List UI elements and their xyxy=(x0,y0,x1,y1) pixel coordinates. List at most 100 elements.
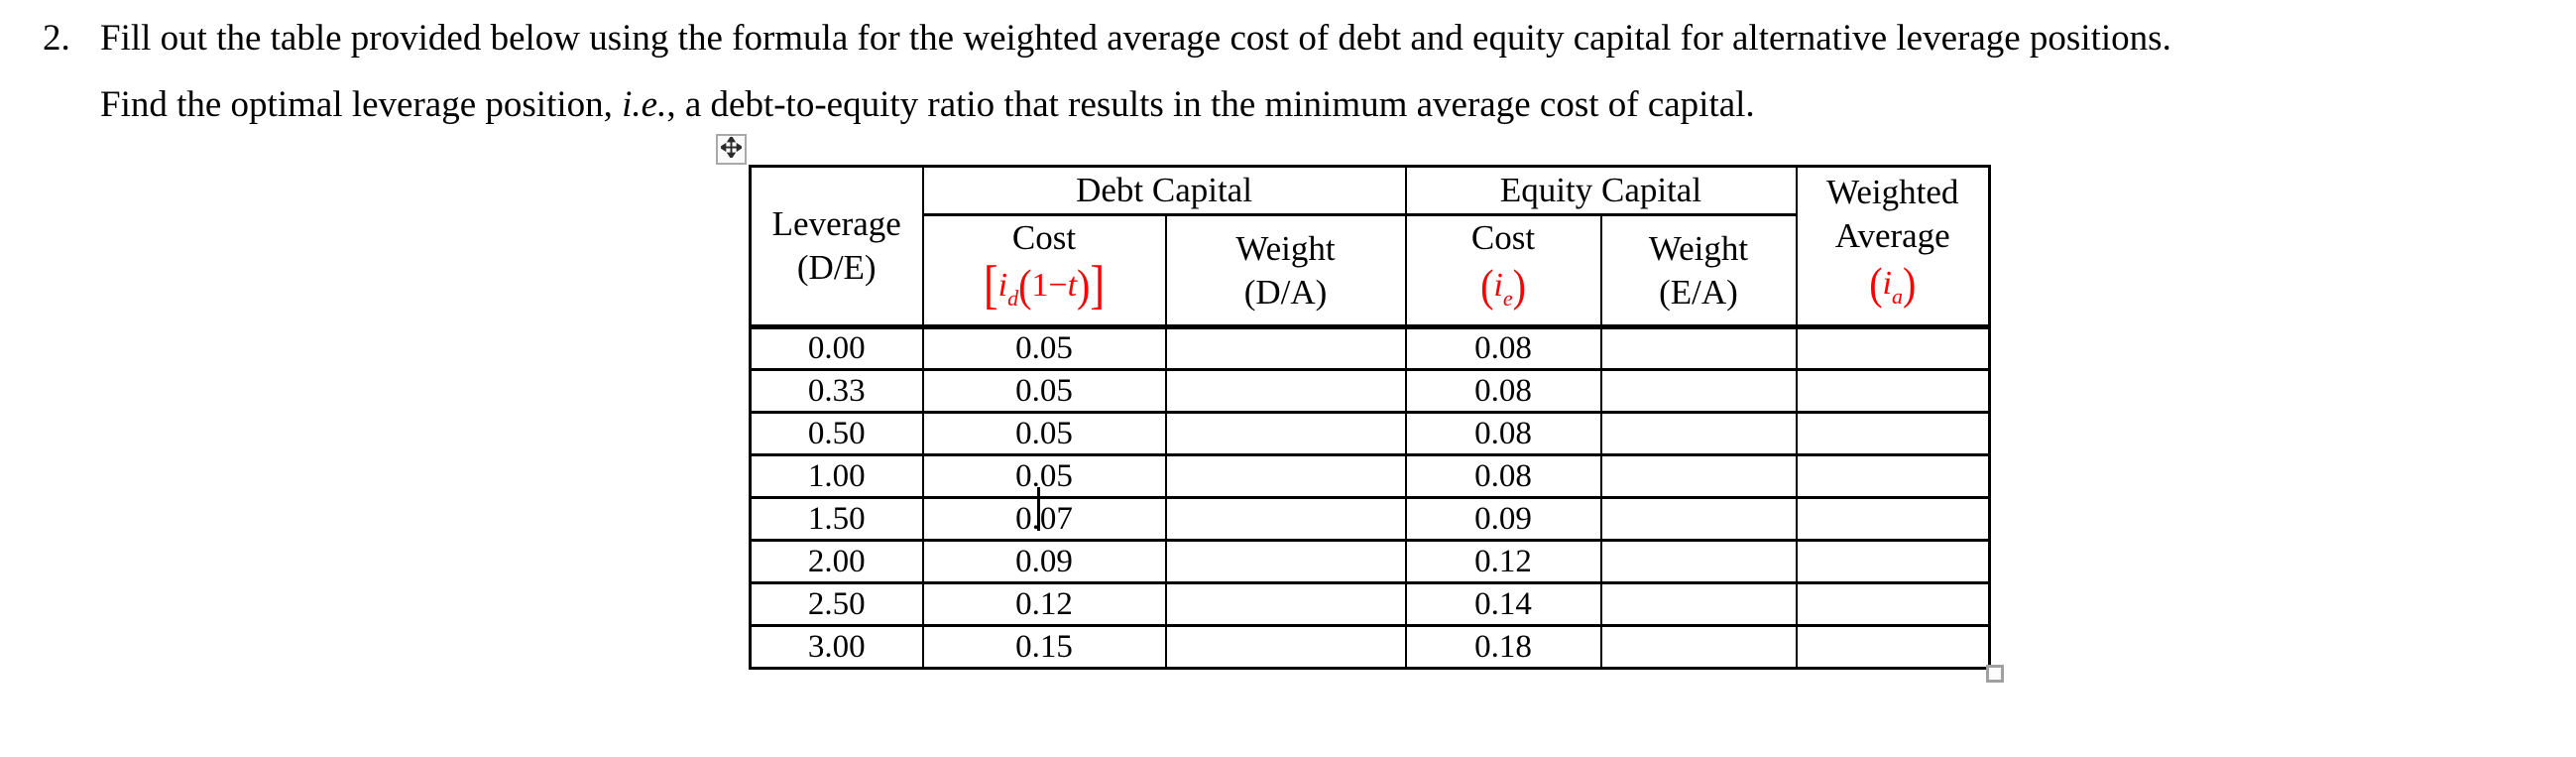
header-leverage-line2: (D/E) xyxy=(796,248,877,287)
cell-weighted-avg[interactable] xyxy=(1795,453,1991,499)
table-row: 2.00 0.09 0.12 xyxy=(749,539,1991,584)
cell-equity-cost[interactable]: 0.08 xyxy=(1404,325,1602,371)
cell-debt-cost[interactable]: 0.15 xyxy=(921,624,1167,670)
rbracket: ] xyxy=(1090,255,1106,315)
lparen: ( xyxy=(1869,257,1883,309)
header-debt-cost: Cost [id(1−t)] xyxy=(921,213,1167,329)
var-i: i xyxy=(1493,267,1503,304)
cell-equity-cost[interactable]: 0.08 xyxy=(1404,411,1602,456)
cell-debt-cost[interactable]: 0.09 xyxy=(921,539,1167,584)
cell-equity-cost[interactable]: 0.09 xyxy=(1404,496,1602,542)
header-equity-cost: Cost (ie) xyxy=(1404,213,1602,329)
cell-equity-weight[interactable] xyxy=(1599,368,1798,414)
cell-leverage[interactable]: 0.50 xyxy=(749,411,924,456)
cell-debt-cost[interactable]: 0.05 xyxy=(921,325,1167,371)
header-leverage-line1: Leverage xyxy=(771,204,901,243)
problem-line-1-text: Fill out the table provided below using … xyxy=(100,18,2171,59)
cell-leverage[interactable]: 0.00 xyxy=(749,325,924,371)
problem-line-2: Find the optimal leverage position, i.e.… xyxy=(43,80,2551,129)
cell-debt-weight[interactable] xyxy=(1164,581,1407,627)
cell-equity-weight[interactable] xyxy=(1599,624,1798,670)
equity-cost-formula: (ie) xyxy=(1407,260,1600,324)
header-debt-capital: Debt Capital xyxy=(921,165,1407,216)
cell-equity-cost[interactable]: 0.08 xyxy=(1404,453,1602,499)
cell-equity-cost[interactable]: 0.14 xyxy=(1404,581,1602,627)
rparen: ) xyxy=(1902,257,1917,309)
cell-debt-cost[interactable]: 0.07 xyxy=(921,496,1167,542)
rparen: ) xyxy=(1512,259,1526,312)
cell-leverage[interactable]: 2.50 xyxy=(749,581,924,627)
cell-weighted-avg[interactable] xyxy=(1795,539,1991,584)
header-debt-weight: Weight (D/A) xyxy=(1164,213,1407,329)
header-equity-weight-line2: (E/A) xyxy=(1659,272,1738,312)
cell-weighted-avg[interactable] xyxy=(1795,411,1991,456)
one-minus: 1− xyxy=(1031,267,1068,304)
wacc-table: Leverage (D/E) Debt Capital Equity Capit… xyxy=(749,165,1991,670)
var-t: t xyxy=(1067,267,1078,304)
header-equity-weight-line1: Weight xyxy=(1648,228,1749,268)
cell-equity-cost[interactable]: 0.12 xyxy=(1404,539,1602,584)
header-leverage: Leverage (D/E) xyxy=(749,165,924,329)
weighted-average-formula: (ia) xyxy=(1798,258,1989,322)
table-resize-handle[interactable] xyxy=(1986,665,2004,683)
sub-e: e xyxy=(1502,286,1513,311)
text-caret xyxy=(1037,487,1040,531)
cell-debt-cost[interactable]: 0.05 xyxy=(921,453,1167,499)
cell-equity-weight[interactable] xyxy=(1599,453,1798,499)
table-row: 2.50 0.12 0.14 xyxy=(749,581,1991,627)
problem-number: 2. xyxy=(43,18,70,59)
cell-leverage[interactable]: 1.00 xyxy=(749,453,924,499)
cell-debt-cost[interactable]: 0.05 xyxy=(921,368,1167,414)
rparen: ) xyxy=(1077,259,1091,312)
problem-line-2-text: Find the optimal leverage position, i.e.… xyxy=(100,80,1755,129)
line2-italic: i.e. xyxy=(622,84,667,125)
cell-debt-weight[interactable] xyxy=(1164,368,1407,414)
problem-line-1: 2. Fill out the table provided below usi… xyxy=(43,14,2551,63)
header-weighted-line1: Weighted xyxy=(1826,172,1959,211)
cell-debt-cost[interactable]: 0.12 xyxy=(921,581,1167,627)
cell-leverage[interactable]: 0.33 xyxy=(749,368,924,414)
cell-debt-weight[interactable] xyxy=(1164,453,1407,499)
cell-equity-cost[interactable]: 0.18 xyxy=(1404,624,1602,670)
cell-weighted-avg[interactable] xyxy=(1795,325,1991,371)
header-weighted-average: Weighted Average (ia) xyxy=(1795,165,1991,329)
table-move-handle[interactable] xyxy=(716,134,747,165)
header-debt-weight-line2: (D/A) xyxy=(1243,272,1328,312)
cell-leverage[interactable]: 1.50 xyxy=(749,496,924,542)
cell-debt-weight[interactable] xyxy=(1164,624,1407,670)
four-way-arrow-icon xyxy=(719,134,744,163)
header-debt-cost-label: Cost xyxy=(1011,218,1077,257)
cell-debt-cost[interactable]: 0.05 xyxy=(921,411,1167,456)
lbracket: [ xyxy=(983,255,998,315)
cell-debt-weight[interactable] xyxy=(1164,496,1407,542)
header-equity-cost-label: Cost xyxy=(1470,218,1536,257)
cell-debt-weight[interactable] xyxy=(1164,325,1407,371)
cell-weighted-avg[interactable] xyxy=(1795,496,1991,542)
cell-equity-weight[interactable] xyxy=(1599,325,1798,371)
table-row: 0.50 0.05 0.08 xyxy=(749,411,1991,456)
cell-weighted-avg[interactable] xyxy=(1795,581,1991,627)
cell-weighted-avg[interactable] xyxy=(1795,368,1991,414)
cell-leverage[interactable]: 2.00 xyxy=(749,539,924,584)
header-equity-weight: Weight (E/A) xyxy=(1599,213,1798,329)
table-row: 0.00 0.05 0.08 xyxy=(749,325,1991,371)
cell-equity-cost[interactable]: 0.08 xyxy=(1404,368,1602,414)
sub-a: a xyxy=(1891,283,1903,309)
var-i: i xyxy=(1882,264,1892,302)
header-weighted-line2: Average xyxy=(1834,215,1950,255)
cell-leverage[interactable]: 3.00 xyxy=(749,624,924,670)
cell-weighted-avg[interactable] xyxy=(1795,624,1991,670)
debt-cost-formula: [id(1−t)] xyxy=(924,255,1165,324)
line2-before: Find the optimal leverage position, xyxy=(100,84,623,125)
table-row: 0.33 0.05 0.08 xyxy=(749,368,1991,414)
cell-equity-weight[interactable] xyxy=(1599,581,1798,627)
problem-statement: 2. Fill out the table provided below usi… xyxy=(43,14,2551,147)
cell-debt-weight[interactable] xyxy=(1164,539,1407,584)
cell-equity-weight[interactable] xyxy=(1599,411,1798,456)
cell-equity-weight[interactable] xyxy=(1599,539,1798,584)
table-row: 1.00 0.05 0.08 xyxy=(749,453,1991,499)
cell-debt-weight[interactable] xyxy=(1164,411,1407,456)
cell-equity-weight[interactable] xyxy=(1599,496,1798,542)
lparen: ( xyxy=(1018,259,1032,312)
